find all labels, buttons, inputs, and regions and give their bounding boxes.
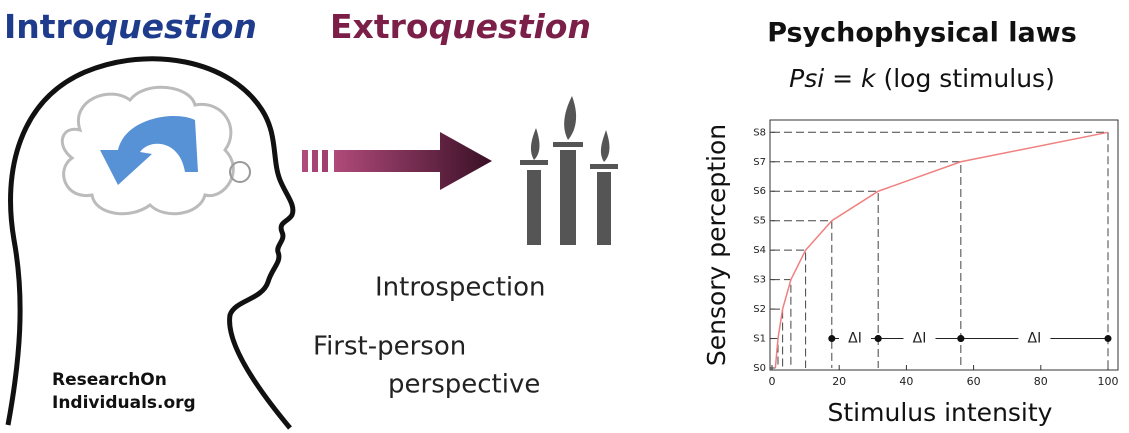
chart-subtitle: Psi = k (log stimulus) [789,64,1055,93]
interval-label: ΔI [848,331,862,347]
chart-title: Psychophysical laws [767,18,1077,49]
y-tick-label: S5 [753,216,766,227]
x-tick-label: 0 [769,375,776,388]
guide-line [772,132,1108,368]
arrow-dash [302,150,308,172]
introspection-label: Introspection [375,273,546,303]
subtitle-part: Psi [789,64,824,93]
y-tick-label: S6 [753,186,766,197]
thought-cloud [62,87,233,213]
guide-line [772,280,791,368]
x-tick-label: 80 [1034,375,1048,388]
left-title: Introquestion [4,7,257,46]
interval-dot [875,335,882,342]
plot-frame [770,120,1118,370]
y-tick-label: S4 [753,245,766,256]
y-tick-label: S8 [753,127,766,138]
x-tick-label: 100 [1098,375,1119,388]
middle-title-plain: Extro [330,7,429,46]
left-title-italic: question [95,7,257,46]
first-person-label: perspective [388,370,540,400]
y-tick-label: S1 [753,334,766,345]
interval-label: ΔI [1028,331,1042,347]
curve [775,132,1108,368]
first-person-label: First-person [313,332,466,362]
candles [520,96,618,245]
y-tick-label: S3 [753,275,766,286]
interval-dot [828,335,835,342]
y-tick-label: S2 [753,304,766,315]
guide-line [772,221,832,368]
y-tick-label: S0 [753,363,766,374]
left-title-plain: Intro [4,7,95,46]
site-line: ResearchOn [52,370,167,390]
subtitle-part: (log stimulus) [876,64,1055,93]
interval-dot [957,335,964,342]
middle-title-italic: question [429,7,591,46]
subtitle-part: = [824,64,861,93]
x-tick-label: 20 [832,375,846,388]
middle-title: Extroquestion [330,7,591,46]
interval-dot [1105,335,1112,342]
y-axis-title: Sensory perception [702,124,731,366]
page: Introquestion Extroquestion ResearchOn I… [0,0,1129,433]
arrow-dash [312,150,318,172]
purple-arrow [334,132,492,190]
x-axis-title: Stimulus intensity [828,398,1053,427]
y-tick-label: S7 [753,157,766,168]
arrow-dash [322,150,328,172]
x-tick-label: 60 [967,375,981,388]
x-tick-label: 40 [899,375,913,388]
interval-label: ΔI [913,331,927,347]
site-line: Individuals.org [52,393,196,413]
